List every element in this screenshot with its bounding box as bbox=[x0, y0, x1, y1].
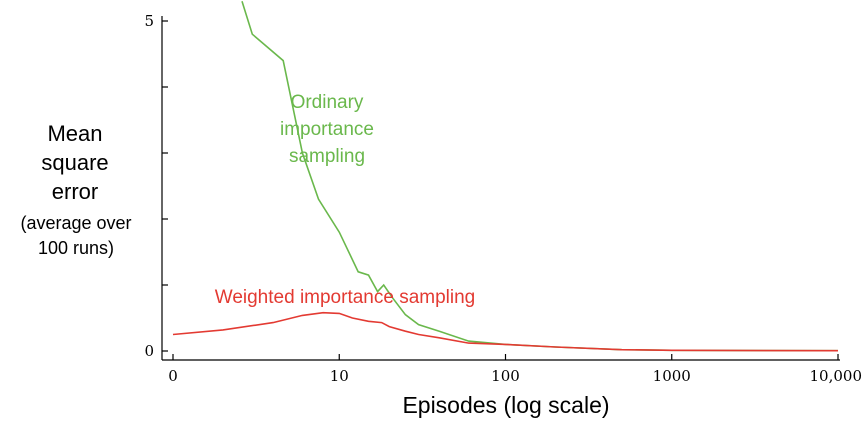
x-tick-label-3: 1000 bbox=[653, 367, 691, 385]
plot-curves bbox=[172, 0, 839, 352]
y-axis-label-line-3: error bbox=[52, 179, 98, 204]
series-label-ordinary-line-3: sampling bbox=[289, 146, 365, 167]
x-tick-label-1: 10 bbox=[330, 367, 349, 385]
y-axis: 05 bbox=[144, 12, 168, 360]
series-label-ordinary-line-2: importance bbox=[280, 119, 374, 140]
y-ticks: 05 bbox=[144, 12, 168, 360]
series-label-ordinary-line-1: Ordinary bbox=[291, 92, 364, 113]
series-label-ordinary: Ordinary importance sampling bbox=[280, 92, 374, 167]
y-axis-label: Mean square error (average over 100 runs… bbox=[20, 121, 131, 258]
y-axis-label-line-2: square bbox=[41, 150, 108, 175]
x-tick-label-2: 100 bbox=[491, 367, 520, 385]
series-label-weighted: Weighted importance sampling bbox=[215, 287, 476, 308]
weighted-importance-sampling-line bbox=[172, 311, 839, 352]
x-tick-label-4: 10,000 bbox=[810, 367, 863, 385]
y-tick-label-0: 0 bbox=[144, 342, 154, 360]
y-tick-label-5: 5 bbox=[144, 12, 154, 30]
y-axis-note-line-1: (average over bbox=[20, 213, 131, 233]
y-axis-note-line-2: 100 runs) bbox=[38, 238, 114, 258]
x-axis: 0 10 100 1000 10,000 bbox=[162, 354, 862, 385]
x-tick-label-0: 0 bbox=[168, 367, 178, 385]
x-axis-label: Episodes (log scale) bbox=[402, 392, 609, 418]
y-axis-label-line-1: Mean bbox=[47, 121, 102, 146]
x-ticks: 0 10 100 1000 10,000 bbox=[168, 354, 862, 385]
